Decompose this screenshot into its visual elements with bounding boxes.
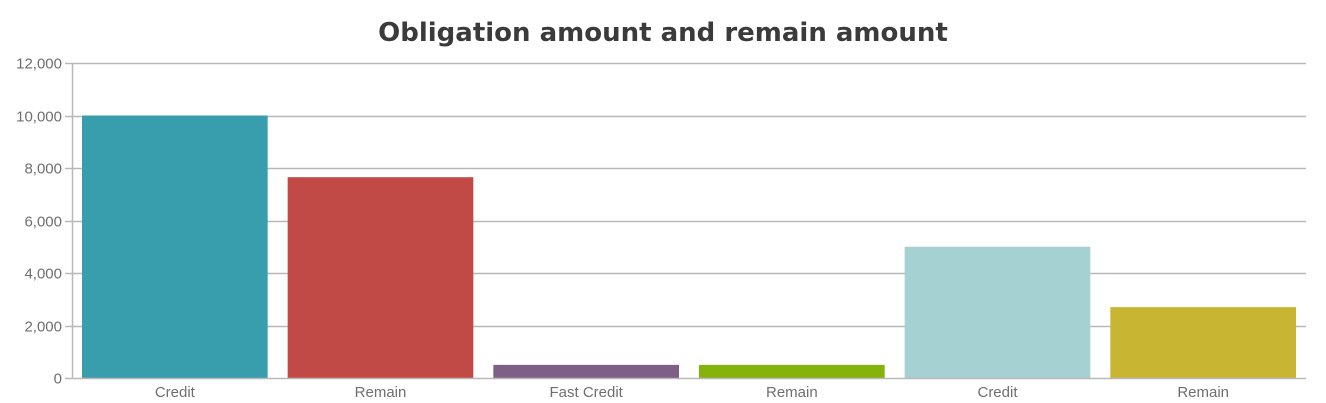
- y-tick-label: 8,000: [24, 161, 62, 178]
- gridlines: [72, 62, 1306, 328]
- x-tick-label: Remain: [1177, 384, 1229, 401]
- y-tick-label: 12,000: [16, 56, 62, 73]
- x-tick-label: Remain: [355, 384, 407, 401]
- y-tick-label: 2,000: [24, 319, 62, 336]
- x-tick-label: Remain: [766, 384, 818, 401]
- bars: [82, 115, 1296, 379]
- y-axis-ticks: 0 2,000 4,000 6,000 8,000 10,000 12,000: [16, 56, 72, 388]
- x-tick-label: Fast Credit: [549, 384, 623, 401]
- x-tick-label: Credit: [155, 384, 196, 401]
- x-tick-label: Credit: [977, 384, 1018, 401]
- y-tick-label: 4,000: [24, 266, 62, 283]
- chart-title: Obligation amount and remain amount: [378, 18, 948, 48]
- axes: [71, 63, 1306, 380]
- bar-1[interactable]: [287, 177, 474, 378]
- bar-3[interactable]: [699, 364, 885, 378]
- bar-4[interactable]: [904, 246, 1091, 378]
- bar-0[interactable]: [82, 115, 268, 379]
- y-tick-label: 10,000: [16, 109, 62, 126]
- bar-2[interactable]: [493, 364, 679, 378]
- bar-5[interactable]: [1110, 307, 1296, 378]
- y-tick-label: 6,000: [24, 214, 62, 231]
- x-axis-ticks: Credit Remain Fast Credit Remain Credit Remai…: [155, 384, 1229, 401]
- y-tick-label: 0: [54, 371, 62, 388]
